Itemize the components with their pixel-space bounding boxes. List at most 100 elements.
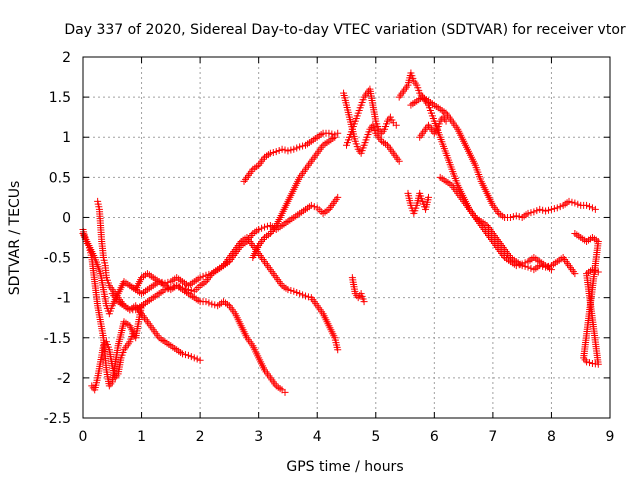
plot-frame [82,56,611,419]
data-point [334,129,342,137]
data-point [269,148,277,156]
data-point [272,148,280,156]
y-tick-label: -2 [57,371,71,387]
data-point [515,261,523,269]
data-point [258,224,266,232]
x-tick-label: 3 [254,429,263,445]
data-point [287,146,295,154]
y-tick-label: 2 [62,50,71,66]
data-point [360,298,368,306]
data-point [293,144,301,152]
x-tick-label: 5 [371,429,380,445]
chart-title: Day 337 of 2020, Sidereal Day-to-day VTE… [64,22,626,38]
data-point [202,298,210,306]
data-point [574,200,582,208]
data-point [509,213,517,221]
y-tick-label: -0.5 [44,251,71,267]
data-point [588,204,596,212]
data-point [442,117,450,125]
data-point [527,209,535,217]
data-point [328,130,336,138]
data-point [547,205,555,213]
grid-layer [83,57,610,418]
data-point [334,193,342,201]
data-point [290,145,298,153]
data-point [325,129,333,137]
x-tick-label: 2 [196,429,205,445]
data-point [255,225,263,233]
x-tick-label: 9 [606,429,615,445]
data-point [284,286,292,294]
data-point [591,205,599,213]
data-point [181,351,189,359]
data-point [533,207,541,215]
data-point [196,356,204,364]
data-point [556,203,564,211]
data-point [310,203,318,211]
data-point [586,359,594,367]
x-tick-label: 4 [313,429,322,445]
data-points [79,69,602,396]
data-point [331,133,339,141]
x-tick-label: 1 [137,429,146,445]
data-point [281,388,289,396]
data-point [512,212,520,220]
y-tick-label: 0.5 [49,170,71,186]
data-point [542,207,550,215]
data-point [515,213,523,221]
data-point [129,330,137,338]
data-point [164,278,172,286]
data-point [547,266,555,274]
data-point [550,205,558,213]
data-point [594,268,602,276]
data-point [512,262,520,270]
x-tick-label: 6 [430,429,439,445]
data-point [591,267,599,275]
data-point [278,145,286,153]
data-point [275,146,283,154]
data-point [199,272,207,280]
data-point [553,204,561,212]
data-point [334,346,342,354]
data-point [281,146,289,154]
data-point [307,201,315,209]
data-point [571,199,579,207]
y-tick-label: 1 [62,130,71,146]
data-point [588,266,596,274]
data-point [296,143,304,151]
y-tick-label: -1 [57,291,71,307]
data-point [187,286,195,294]
data-point [545,206,553,214]
data-point [179,284,187,292]
data-point [187,353,195,361]
data-point [299,291,307,299]
data-point [565,197,573,205]
data-point [266,149,274,157]
x-axis-label: GPS time / hours [286,459,403,475]
data-point [176,283,184,291]
data-point [211,301,219,309]
data-point [173,282,181,290]
data-point [424,193,432,201]
x-tick-label: 7 [488,429,497,445]
data-point [293,288,301,296]
data-point [571,270,579,278]
x-tick-label: 8 [547,429,556,445]
axis-layer: 0 1 2 3 4 5 6 7 8 9 2 1.5 1 0.5 0 -0.5 -1 -1.5 -2 -2.5 [44,50,615,445]
data-point [536,205,544,213]
data-point [287,286,295,294]
data-point [181,285,189,293]
data-point [583,201,591,209]
data-point [196,274,204,282]
data-point [299,142,307,150]
data-point [583,358,591,366]
data-point [184,351,192,359]
data-point [184,286,192,294]
data-point [530,208,538,216]
data-point [521,259,529,267]
data-point [506,213,514,221]
data-point [179,350,187,358]
data-point [290,287,298,295]
x-tick-label: 0 [79,429,88,445]
